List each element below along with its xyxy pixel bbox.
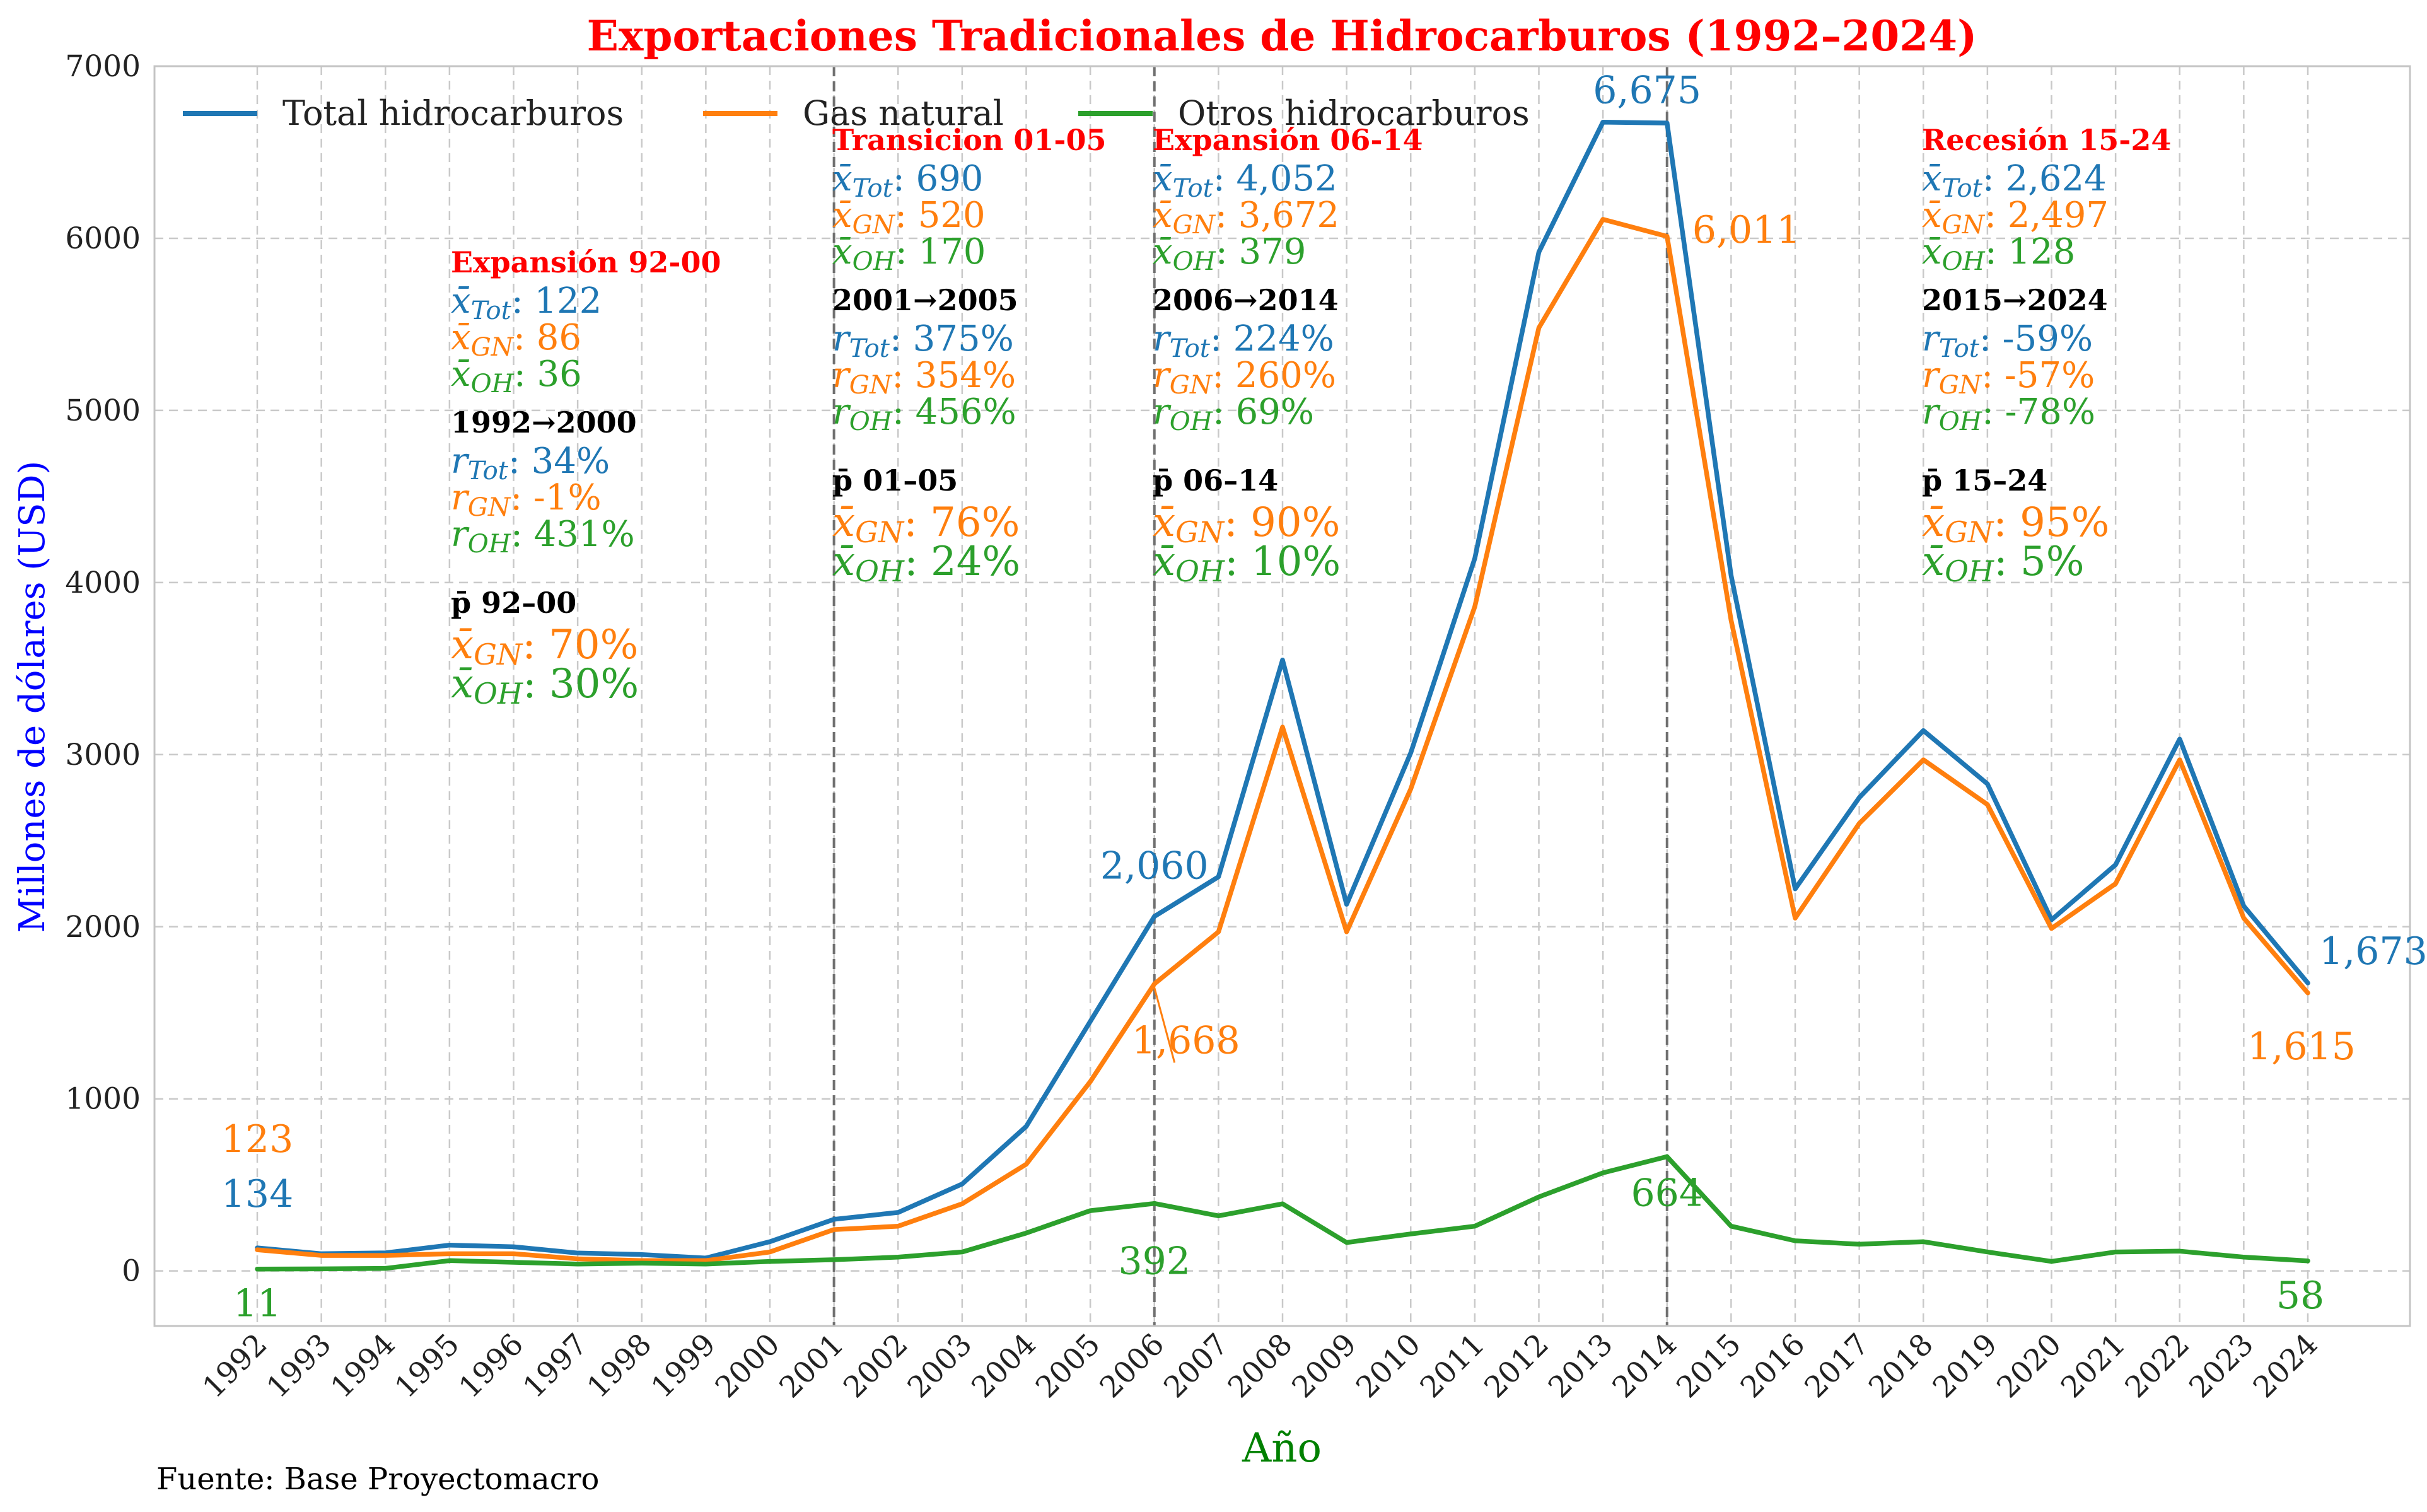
avg-gas: x̄GN: 520 <box>832 195 986 240</box>
share-other: x̄OH: 24% <box>832 538 1020 588</box>
period-title: Expansión 92-00 <box>451 245 721 279</box>
y-tick-label: 5000 <box>65 393 141 428</box>
growth-total: rTot: 375% <box>832 318 1014 363</box>
growth-range: 1992→2000 <box>451 405 637 439</box>
y-tick-label: 7000 <box>65 49 141 84</box>
period-title: Transicion 01-05 <box>832 123 1106 157</box>
growth-total: rTot: 224% <box>1153 318 1334 363</box>
data-label: 1,615 <box>2247 1025 2356 1069</box>
period-title: Expansión 06-14 <box>1153 123 1423 157</box>
growth-other: rOH: 69% <box>1153 392 1314 436</box>
avg-other: x̄OH: 170 <box>832 231 986 276</box>
y-tick-label: 1000 <box>65 1082 141 1117</box>
y-tick-label: 3000 <box>65 738 141 772</box>
data-labels: 134 123 11 2,060 1,668 392 6,675 6,011 664 1,673 1… <box>221 69 2427 1326</box>
avg-gas: x̄GN: 2,497 <box>1922 195 2109 240</box>
share-gas: x̄GN: 95% <box>1922 499 2109 549</box>
share-title: p̄ 15–24 <box>1922 463 2047 497</box>
y-tick-label: 4000 <box>65 566 141 600</box>
growth-other: rOH: -78% <box>1922 392 2095 436</box>
growth-range: 2001→2005 <box>832 283 1018 317</box>
y-axis-label: Millones de dólares (USD) <box>12 461 53 933</box>
share-other: x̄OH: 30% <box>451 661 639 711</box>
legend-label: Gas natural <box>803 93 1004 133</box>
data-label: 1,668 <box>1132 1018 1240 1062</box>
data-label: 664 <box>1631 1171 1703 1215</box>
growth-gas: rGN: 354% <box>832 355 1016 400</box>
chart-title: Exportaciones Tradicionales de Hidrocarb… <box>587 11 1977 61</box>
legend-label: Total hidrocarburos <box>282 93 624 133</box>
data-label: 2,060 <box>1100 844 1209 888</box>
data-label: 6,675 <box>1593 69 1701 113</box>
avg-gas: x̄GN: 3,672 <box>1153 195 1339 240</box>
data-label: 123 <box>221 1117 294 1161</box>
series-line-2 <box>255 1154 2310 1272</box>
growth-total: rTot: -59% <box>1922 318 2093 363</box>
data-label: 392 <box>1118 1240 1190 1284</box>
share-gas: x̄GN: 90% <box>1153 499 1340 549</box>
growth-gas: rGN: 260% <box>1153 355 1336 400</box>
growth-range: 2015→2024 <box>1922 283 2108 317</box>
period-title: Recesión 15-24 <box>1922 123 2171 157</box>
series-lines <box>255 119 2310 1272</box>
avg-total: x̄Tot: 2,624 <box>1922 158 2107 203</box>
period-dividers <box>832 66 1668 1326</box>
growth-range: 2006→2014 <box>1153 283 1339 317</box>
x-axis-label: Año <box>1242 1425 1322 1472</box>
plot-frame <box>153 65 2411 1327</box>
avg-total: x̄Tot: 122 <box>451 281 602 325</box>
legend-label: Otros hidrocarburos <box>1178 93 1530 133</box>
avg-total: x̄Tot: 690 <box>832 158 983 203</box>
share-gas: x̄GN: 76% <box>832 499 1020 549</box>
avg-other: x̄OH: 36 <box>451 354 582 398</box>
share-other: x̄OH: 10% <box>1153 538 1341 588</box>
data-label: 1,673 <box>2319 929 2427 974</box>
label-leader <box>1153 987 1176 1063</box>
series-line-0 <box>255 119 2310 1260</box>
legend: Total hidrocarburos Gas natural Otros hidr… <box>183 93 1530 133</box>
data-label: 6,011 <box>1692 208 1801 252</box>
series-line-1 <box>255 217 2310 1264</box>
share-title: p̄ 06–14 <box>1153 463 1278 497</box>
y-tick-label: 0 <box>122 1254 141 1289</box>
avg-total: x̄Tot: 4,052 <box>1153 158 1337 203</box>
source-note: Fuente: Base Proyectomacro <box>156 1462 599 1497</box>
data-label: 134 <box>221 1172 294 1216</box>
share-title: p̄ 01–05 <box>832 463 958 497</box>
share-other: x̄OH: 5% <box>1922 538 2085 588</box>
share-gas: x̄GN: 70% <box>451 622 638 672</box>
growth-gas: rGN: -57% <box>1922 355 2095 400</box>
avg-gas: x̄GN: 86 <box>451 317 581 362</box>
data-label: 11 <box>233 1282 281 1326</box>
avg-other: x̄OH: 379 <box>1153 231 1306 276</box>
y-tick-label: 6000 <box>65 221 141 256</box>
growth-other: rOH: 456% <box>832 392 1016 436</box>
data-label: 58 <box>2276 1274 2324 1318</box>
y-tick-label: 2000 <box>65 910 141 945</box>
share-title: p̄ 92–00 <box>451 586 576 620</box>
growth-gas: rGN: -1% <box>451 477 602 522</box>
growth-other: rOH: 431% <box>451 514 635 559</box>
avg-other: x̄OH: 128 <box>1922 231 2075 276</box>
growth-total: rTot: 34% <box>451 441 610 486</box>
